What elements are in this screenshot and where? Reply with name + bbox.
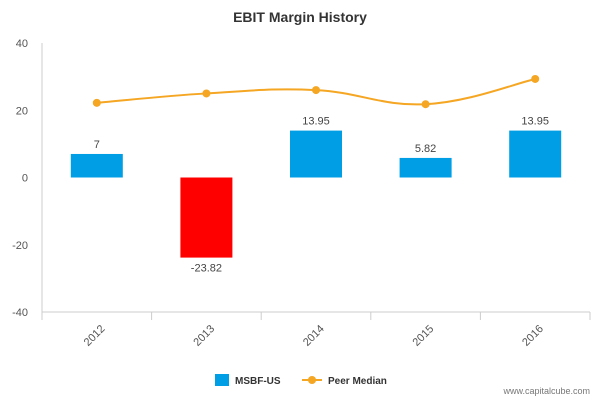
bar-value-label: 5.82	[415, 143, 436, 155]
x-tick-label: 2013	[191, 323, 217, 349]
legend-marker-peer	[308, 376, 316, 384]
peer-median-point	[202, 89, 211, 98]
line-layer	[92, 74, 540, 109]
y-tick-label: 40	[16, 38, 28, 50]
bar-value-label: 13.95	[302, 116, 330, 128]
legend-label-peer: Peer Median	[328, 376, 387, 387]
chart-title: EBIT Margin History	[233, 9, 367, 25]
bars-layer: 7 -23.82 13.95 5.82 13.95	[70, 116, 562, 275]
y-tick-label: 20	[16, 105, 28, 117]
peer-median-point	[531, 74, 540, 83]
y-tick-label: -20	[12, 240, 28, 252]
bar	[70, 153, 123, 178]
bar-value-label: 7	[94, 139, 100, 151]
axes-layer: -40 -20 0 20 40 2012 2013 2014 2015 2016	[12, 38, 591, 349]
y-tick-label: -40	[12, 307, 28, 319]
bar	[180, 177, 233, 258]
x-tick-label: 2016	[520, 323, 546, 349]
bar-value-label: 13.95	[521, 116, 549, 128]
y-tick-label: 0	[22, 173, 28, 185]
legend-label-msbf: MSBF-US	[235, 376, 281, 387]
bar	[399, 157, 452, 178]
bar	[509, 130, 562, 178]
watermark-text: www.capitalcube.com	[502, 386, 590, 396]
peer-median-point	[421, 100, 430, 109]
legend: MSBF-US Peer Median	[215, 374, 387, 387]
x-tick-label: 2012	[82, 323, 108, 349]
bar	[290, 130, 342, 178]
bar-value-label: -23.82	[191, 263, 222, 275]
legend-swatch-msbf	[215, 374, 229, 386]
x-tick-label: 2014	[301, 323, 327, 349]
x-tick-label: 2015	[411, 323, 437, 349]
peer-median-point	[92, 98, 101, 107]
peer-median-point	[312, 86, 320, 95]
